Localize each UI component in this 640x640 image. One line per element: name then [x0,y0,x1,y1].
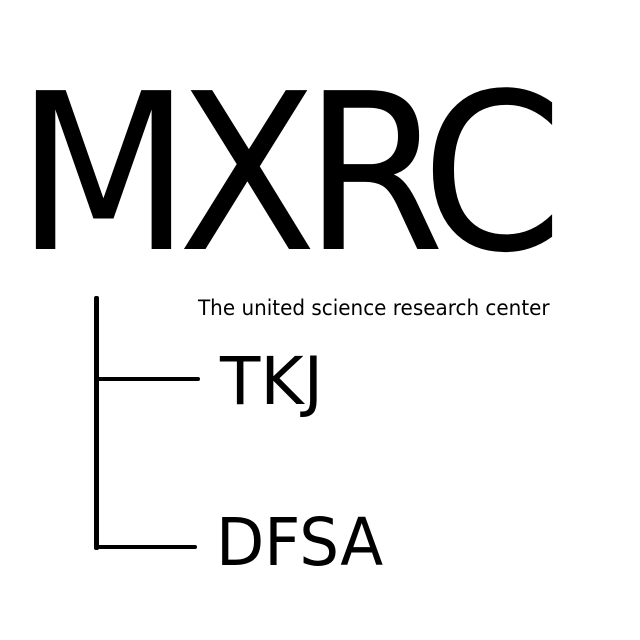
tree-branch-line-tkj [96,377,200,381]
logo-title: MXRC [16,48,563,301]
branch-label-tkj: TKJ [220,343,324,420]
tree-branch-line-dfsa [96,545,197,549]
branch-label-dfsa: DFSA [216,504,384,581]
tree-vertical-line [94,296,99,550]
logo-subtitle: The united science research center [198,296,550,320]
